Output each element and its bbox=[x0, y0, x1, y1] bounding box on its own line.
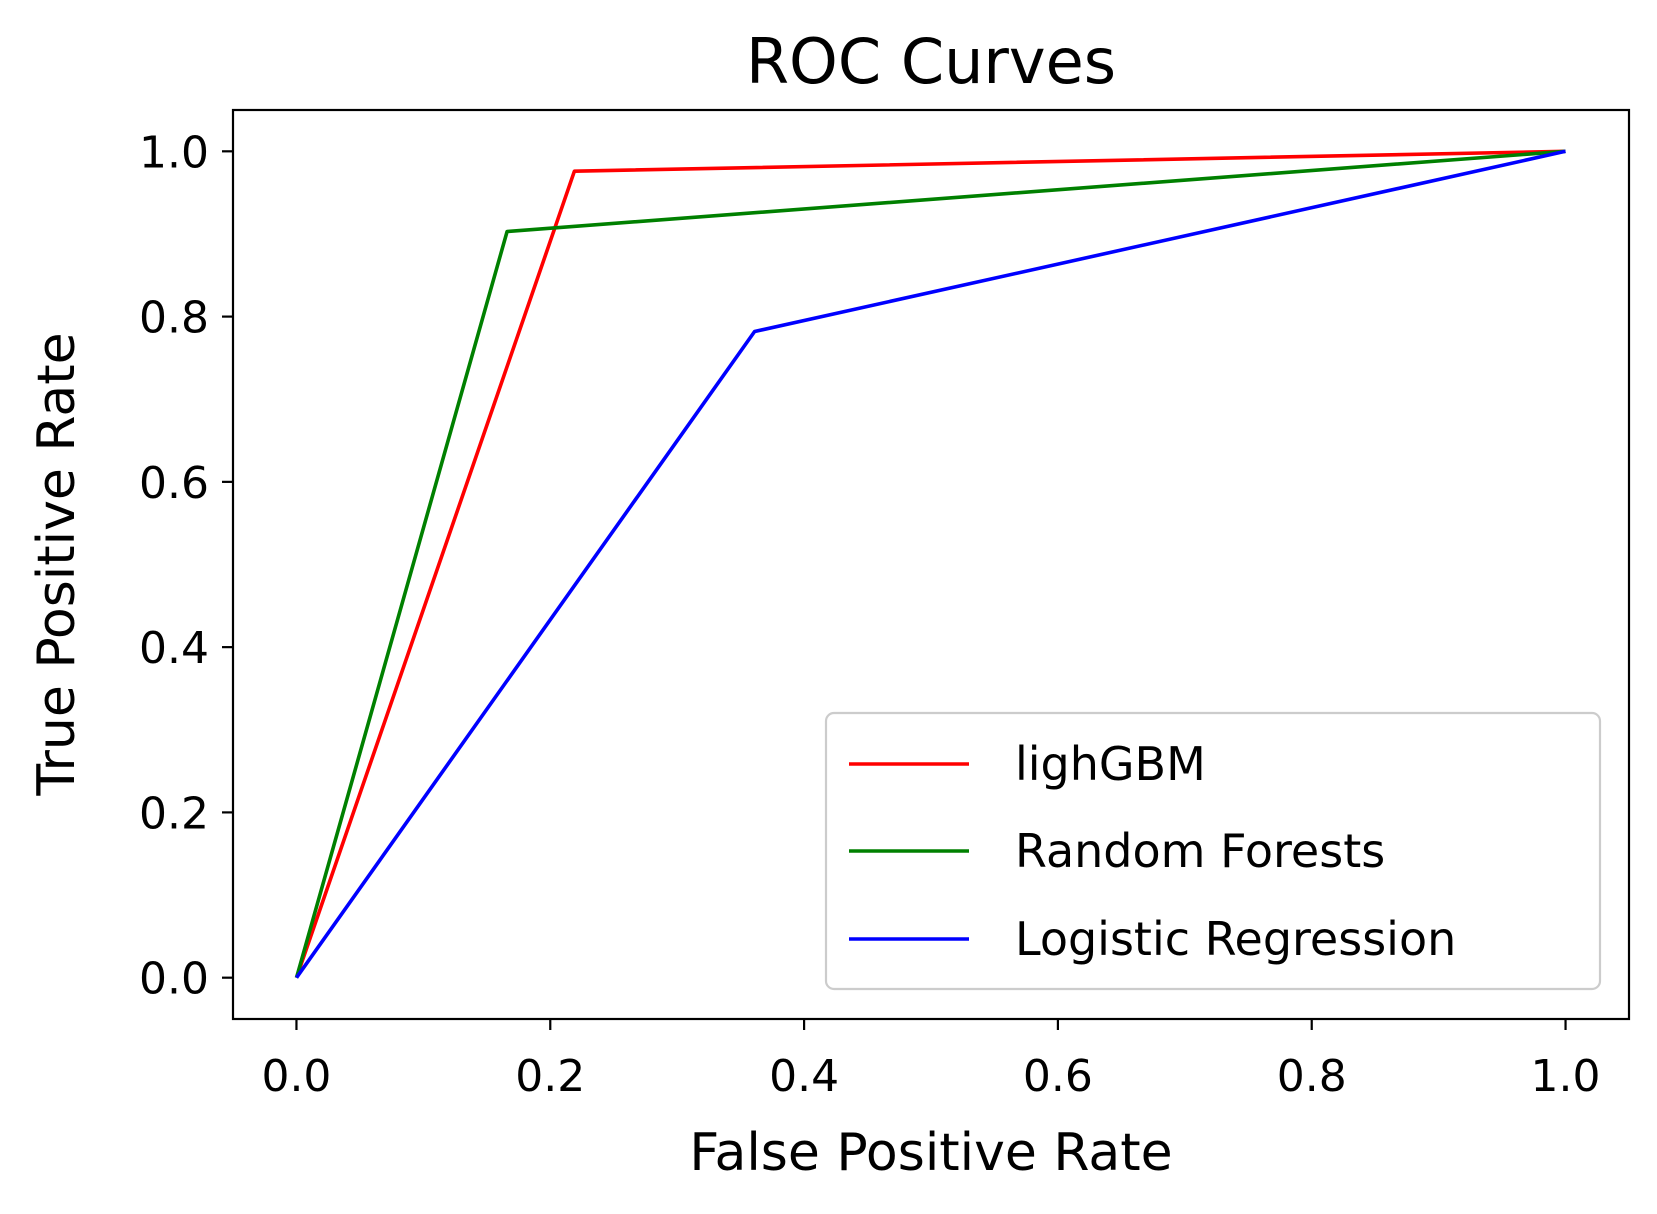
x-tick-label: 1.0 bbox=[1531, 1051, 1601, 1102]
y-tick-label: 0.6 bbox=[139, 458, 209, 509]
series-layer bbox=[294, 149, 1566, 979]
x-axis-title: False Positive Rate bbox=[689, 1123, 1172, 1183]
x-axis-ticks: 0.0 0.2 0.4 0.6 0.8 1.0 bbox=[261, 1019, 1601, 1102]
y-tick-label: 1.0 bbox=[139, 127, 209, 178]
legend-label: lighGBM bbox=[1015, 737, 1206, 791]
plot-frame bbox=[231, 108, 1631, 1021]
x-tick-label: 0.6 bbox=[1023, 1051, 1093, 1102]
series-line-0 bbox=[294, 149, 1566, 979]
y-tick-label: 0.8 bbox=[139, 293, 209, 344]
legend-label: Random Forests bbox=[1015, 824, 1385, 878]
series-line-2 bbox=[295, 149, 1566, 979]
series-line-1 bbox=[294, 149, 1566, 979]
y-tick-label: 0.4 bbox=[139, 623, 209, 674]
x-tick-label: 0.2 bbox=[515, 1051, 585, 1102]
x-tick-label: 0.8 bbox=[1277, 1051, 1347, 1102]
x-tick-label: 0.0 bbox=[261, 1051, 331, 1102]
y-tick-label: 0.0 bbox=[139, 954, 209, 1005]
y-tick-label: 0.2 bbox=[139, 788, 209, 839]
x-tick-label: 0.4 bbox=[769, 1051, 839, 1102]
legend-label: Logistic Regression bbox=[1015, 912, 1456, 966]
chart-title: ROC Curves bbox=[746, 25, 1116, 98]
y-axis-title: True Positive Rate bbox=[27, 332, 87, 796]
y-axis-ticks: 0.0 0.2 0.4 0.6 0.8 1.0 bbox=[139, 127, 233, 1005]
legend-box bbox=[824, 711, 1602, 991]
legend: lighGBM Random Forests Logistic Regression bbox=[824, 711, 1602, 991]
